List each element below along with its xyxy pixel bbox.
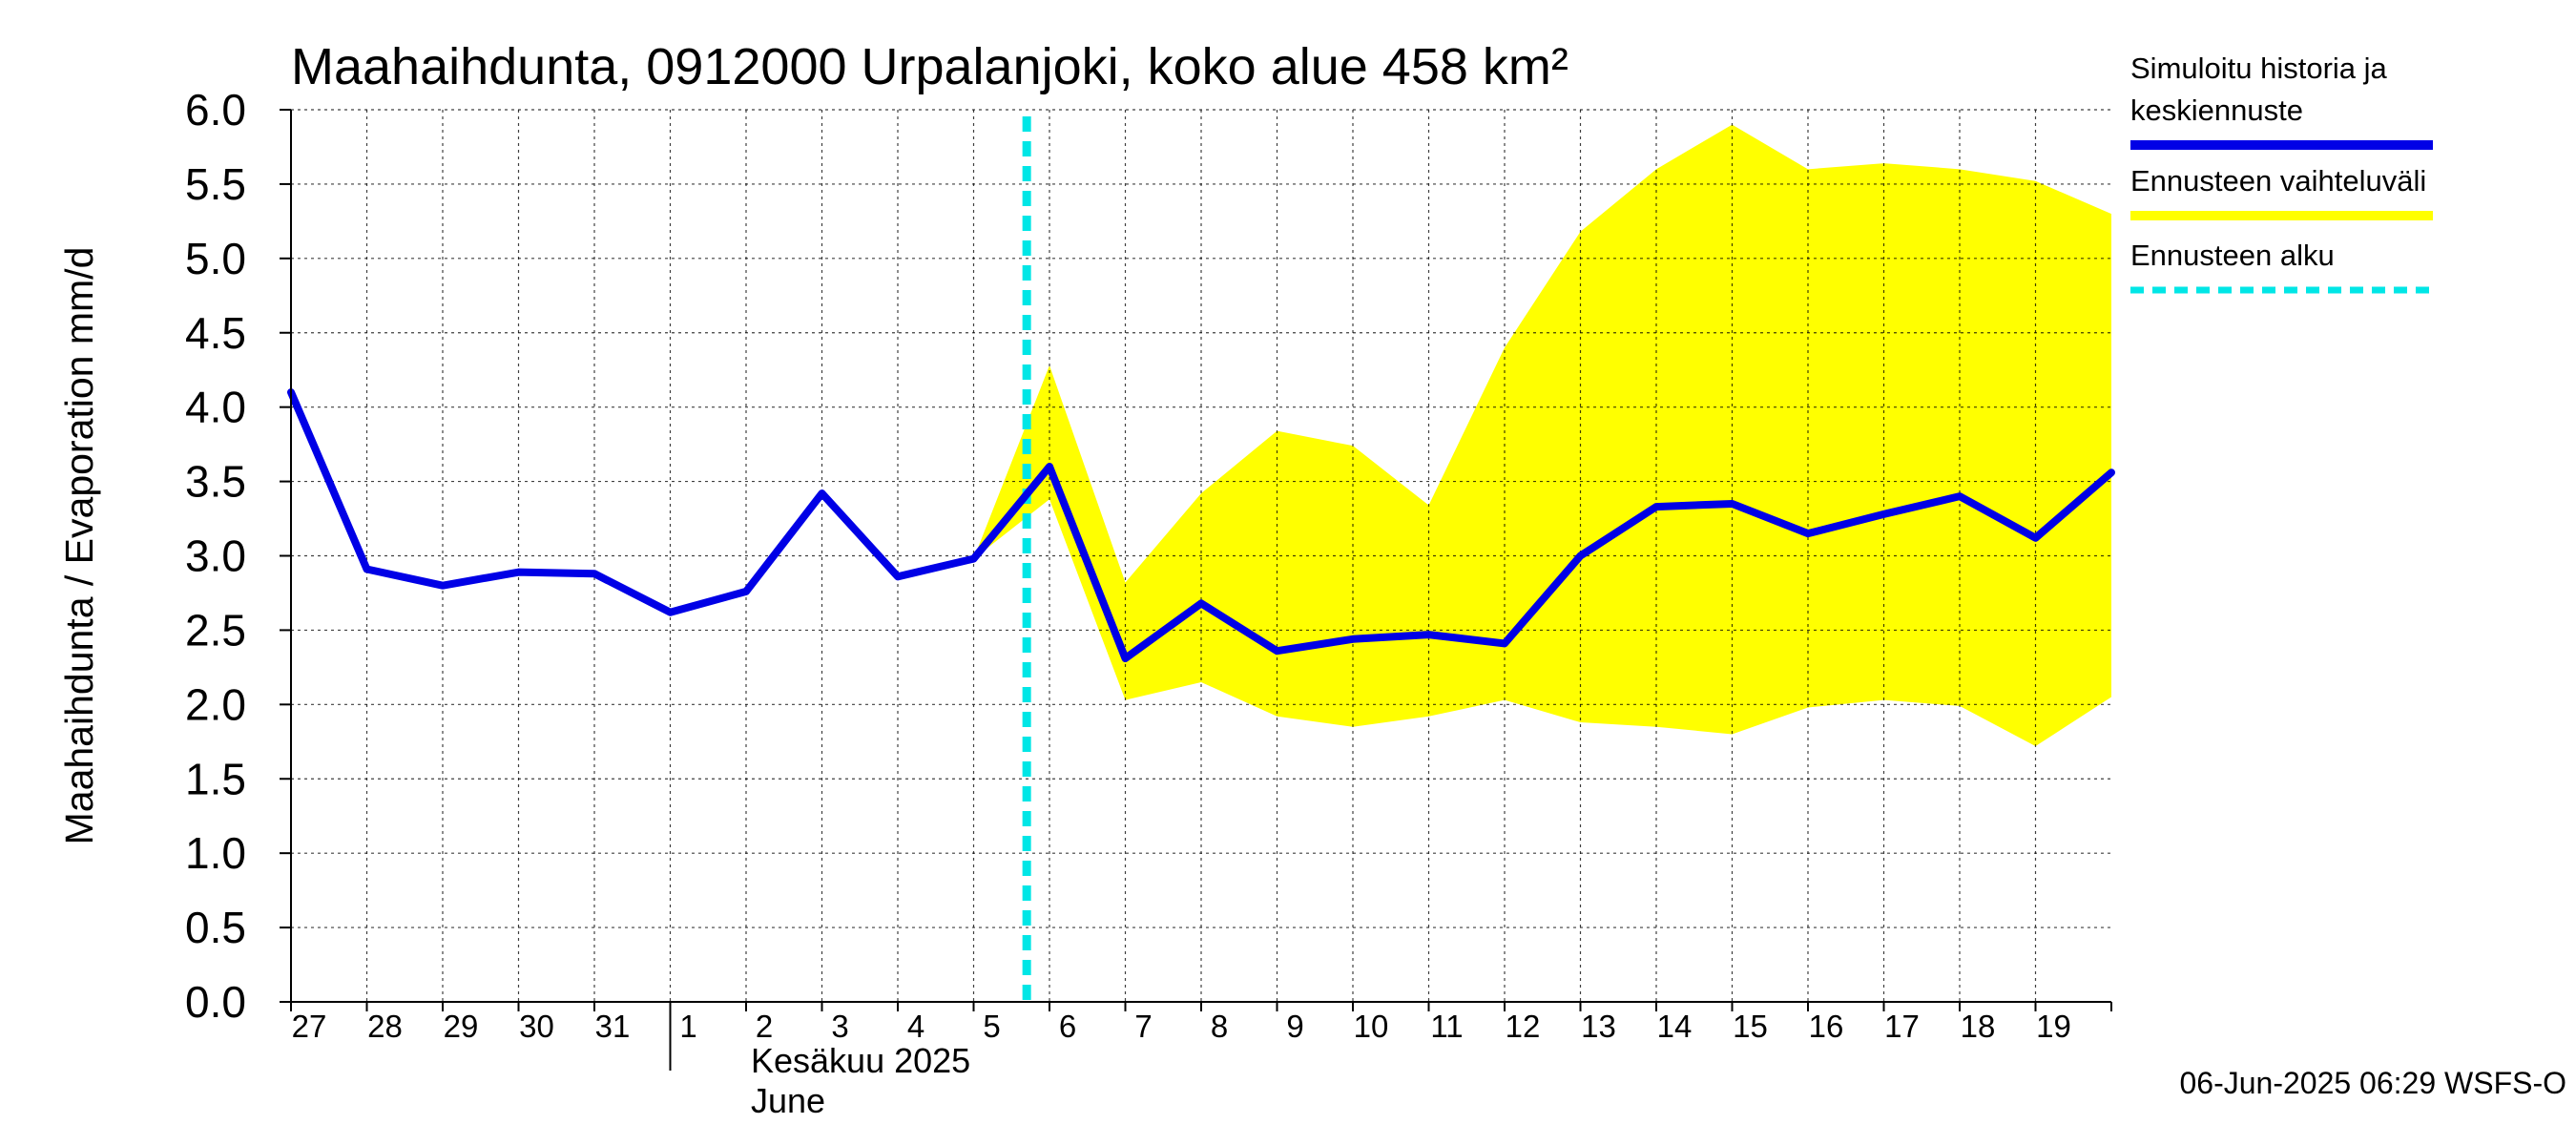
x-tick-label: 4 xyxy=(907,1009,924,1044)
series-lines xyxy=(287,388,2115,663)
x-tick-label: 9 xyxy=(1286,1009,1303,1044)
y-tick-label: 2.5 xyxy=(185,605,246,655)
x-tick-label: 5 xyxy=(983,1009,1000,1044)
forecast-range-band xyxy=(973,124,2111,746)
x-tick-label: 18 xyxy=(1961,1009,1996,1044)
month-label-en: June xyxy=(751,1081,825,1120)
y-tick-label: 4.5 xyxy=(185,308,246,358)
legend-label: Ennusteen vaihteluväli xyxy=(2130,164,2426,198)
y-axis-label: Maahaihdunta / Evaporation mm/d xyxy=(57,247,101,845)
x-tick-label: 15 xyxy=(1733,1009,1768,1044)
x-tick-label: 8 xyxy=(1211,1009,1228,1044)
x-tick-label: 7 xyxy=(1134,1009,1152,1044)
y-tick-labels: 0.0 0.5 1.0 1.5 2.0 2.5 3.0 3.5 4.0 4.5 5.0 5.5 6.0 xyxy=(185,85,291,1027)
y-tick-label: 6.0 xyxy=(185,85,246,135)
forecast-range-area xyxy=(973,124,2111,746)
x-tick-label: 29 xyxy=(444,1009,479,1044)
x-tick-label: 13 xyxy=(1581,1009,1616,1044)
x-tick-label: 31 xyxy=(595,1009,631,1044)
x-tick-label: 12 xyxy=(1506,1009,1541,1044)
timestamp-footer: 06-Jun-2025 06:29 WSFS-O xyxy=(2179,1066,2566,1100)
x-tick-label: 16 xyxy=(1809,1009,1844,1044)
x-tick-label: 11 xyxy=(1430,1009,1463,1044)
legend: Simuloitu historia ja keskiennuste Ennuste… xyxy=(2130,52,2433,294)
x-tick-label: 3 xyxy=(831,1009,848,1044)
x-tick-label: 19 xyxy=(2036,1009,2071,1044)
y-tick-label: 3.0 xyxy=(185,531,246,581)
series-line-simulated xyxy=(287,388,2115,663)
legend-label: Ennusteen alku xyxy=(2130,239,2335,272)
y-tick-label: 1.5 xyxy=(185,754,246,803)
x-tick-label: 1 xyxy=(679,1009,696,1044)
y-tick-label: 5.5 xyxy=(185,159,246,209)
y-tick-label: 3.5 xyxy=(185,457,246,507)
x-tick-label: 28 xyxy=(367,1009,403,1044)
legend-label: Simuloitu historia ja xyxy=(2130,52,2388,85)
x-tick-label: 14 xyxy=(1657,1009,1693,1044)
x-tick-label: 6 xyxy=(1059,1009,1076,1044)
y-tick-label: 0.0 xyxy=(185,977,246,1027)
x-tick-label: 10 xyxy=(1354,1009,1389,1044)
y-tick-label: 5.0 xyxy=(185,234,246,283)
chart-title: Maahaihdunta, 0912000 Urpalanjoki, koko … xyxy=(291,38,1568,95)
x-tick-label: 17 xyxy=(1884,1009,1920,1044)
x-tick-label: 30 xyxy=(519,1009,554,1044)
x-tick-label: 2 xyxy=(756,1009,773,1044)
legend-label: keskiennuste xyxy=(2130,94,2303,127)
month-label-fi: Kesäkuu 2025 xyxy=(751,1041,970,1080)
y-tick-label: 4.0 xyxy=(185,383,246,432)
x-tick-label: 27 xyxy=(292,1009,327,1044)
x-tick-labels: 27 28 29 30 31 1 2 3 4 5 6 7 8 9 10 11 12 13 14 15 16 17 18 19 xyxy=(292,1009,2071,1044)
y-tick-label: 0.5 xyxy=(185,903,246,952)
y-tick-label: 2.0 xyxy=(185,679,246,729)
y-tick-label: 1.0 xyxy=(185,828,246,878)
